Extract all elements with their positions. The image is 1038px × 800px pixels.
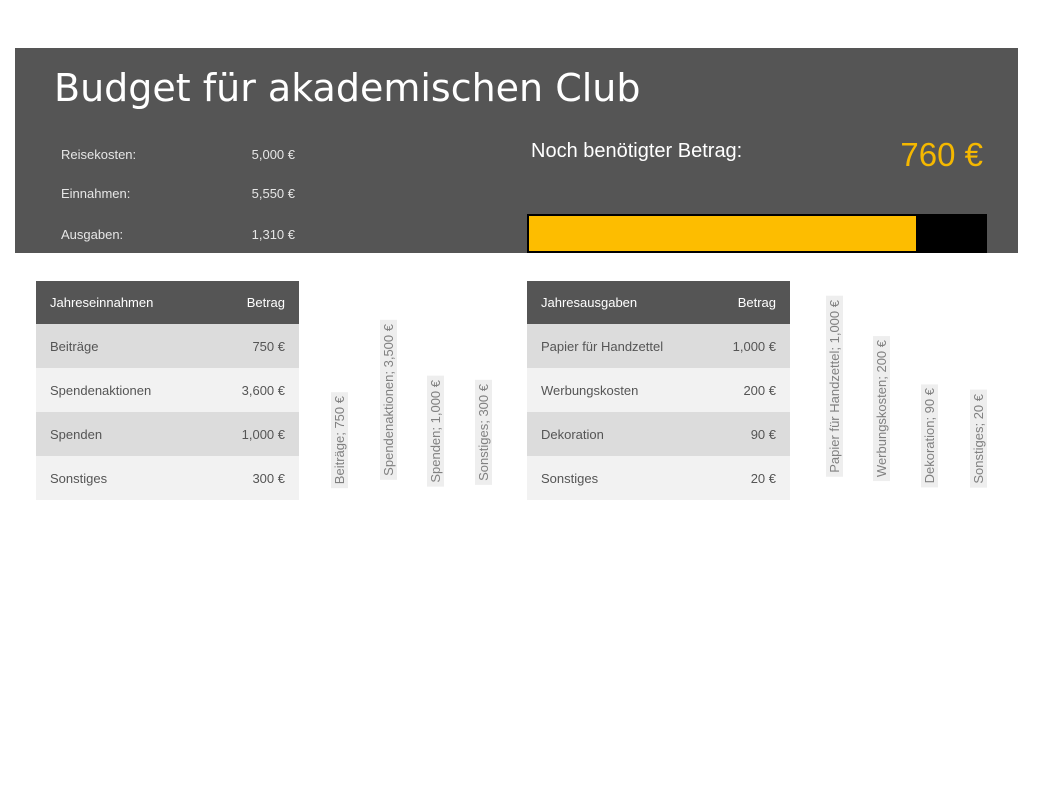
income-item-name: Sonstiges <box>36 456 207 500</box>
needed-amount-value: 760 € <box>900 136 983 173</box>
table-row[interactable]: Beiträge 750 € <box>36 324 299 368</box>
income-table: Jahreseinnahmen Betrag Beiträge 750 € Sp… <box>36 281 299 500</box>
table-row[interactable]: Spendenaktionen 3,600 € <box>36 368 299 412</box>
table-row[interactable]: Spenden 1,000 € <box>36 412 299 456</box>
income-item-amount: 1,000 € <box>206 412 299 456</box>
income-item-name: Spenden <box>36 412 207 456</box>
page-title: Budget für akademischen Club <box>54 66 641 110</box>
income-table-header: Jahreseinnahmen Betrag <box>36 281 299 324</box>
progress-bar-fill <box>529 216 916 251</box>
expense-item-amount: 200 € <box>705 368 790 412</box>
expense-item-amount: 20 € <box>705 456 790 500</box>
income-item-amount: 3,600 € <box>206 368 299 412</box>
income-col-name-header: Jahreseinnahmen <box>36 281 207 324</box>
income-item-name: Beiträge <box>36 324 207 368</box>
income-chart-label: Spenden; 1,000 € <box>427 376 444 487</box>
table-row[interactable]: Sonstiges 300 € <box>36 456 299 500</box>
expense-item-amount: 90 € <box>705 412 790 456</box>
table-row[interactable]: Werbungskosten 200 € <box>527 368 790 412</box>
expense-item-name: Werbungskosten <box>527 368 706 412</box>
income-col-amount-header: Betrag <box>206 281 299 324</box>
expense-chart-label: Papier für Handzettel; 1,000 € <box>826 296 843 477</box>
expense-table-header: Jahresausgaben Betrag <box>527 281 790 324</box>
expense-chart-label: Sonstiges; 20 € <box>970 390 987 488</box>
expense-item-name: Papier für Handzettel <box>527 324 706 368</box>
progress-bar <box>527 214 987 253</box>
expense-chart-label: Werbungskosten; 200 € <box>873 336 890 482</box>
income-item-amount: 750 € <box>206 324 299 368</box>
table-row[interactable]: Sonstiges 20 € <box>527 456 790 500</box>
table-row[interactable]: Papier für Handzettel 1,000 € <box>527 324 790 368</box>
expense-item-amount: 1,000 € <box>705 324 790 368</box>
summary-value-expenses: 1,310 € <box>251 227 295 242</box>
expense-chart-label: Dekoration; 90 € <box>921 384 938 488</box>
expense-col-amount-header: Betrag <box>705 281 790 324</box>
header-panel: Budget für akademischen Club Reisekosten… <box>15 48 1018 253</box>
needed-amount-label: Noch benötigter Betrag: <box>531 140 743 162</box>
expense-table: Jahresausgaben Betrag Papier für Handzet… <box>527 281 790 500</box>
expense-col-name-header: Jahresausgaben <box>527 281 706 324</box>
income-chart-label: Beiträge; 750 € <box>331 392 348 489</box>
table-row[interactable]: Dekoration 90 € <box>527 412 790 456</box>
summary-label-travel: Reisekosten: <box>61 147 137 162</box>
income-chart-label: Sonstiges; 300 € <box>475 380 492 485</box>
summary-label-income: Einnahmen: <box>61 186 131 201</box>
summary-value-income: 5,550 € <box>251 186 295 201</box>
expense-item-name: Dekoration <box>527 412 706 456</box>
income-chart-label: Spendenaktionen; 3,500 € <box>380 320 397 480</box>
income-item-name: Spendenaktionen <box>36 368 207 412</box>
expense-item-name: Sonstiges <box>527 456 706 500</box>
income-item-amount: 300 € <box>206 456 299 500</box>
summary-value-travel: 5,000 € <box>251 147 295 162</box>
summary-label-expenses: Ausgaben: <box>61 227 124 242</box>
